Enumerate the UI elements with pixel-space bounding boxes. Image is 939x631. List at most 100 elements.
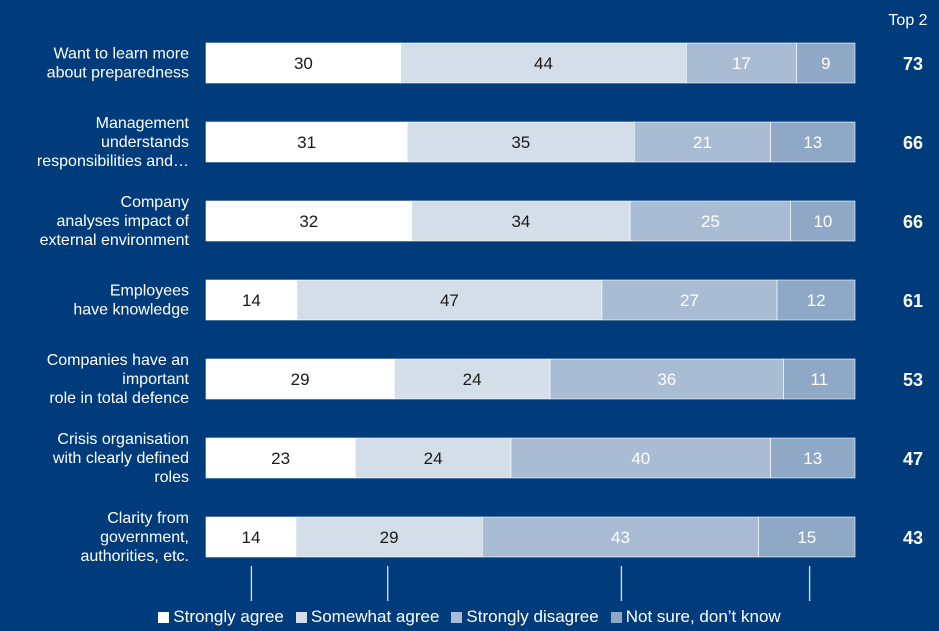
top2-value: 61 [903,291,923,311]
bar-segment-strongly-agree [205,279,298,321]
top2-value: 43 [903,528,923,548]
category-label-line: external environment [40,232,190,249]
bar-value-label: 30 [294,54,313,73]
category-label-line: Crisis organisation [57,431,189,448]
bar-value-label: 24 [463,370,482,389]
bar-segment-strongly-agree [205,121,408,163]
bar-value-label: 35 [511,133,530,152]
category-label: Clarity from government, authorities, etc. [81,510,190,565]
bar-value-label: 10 [813,212,832,231]
bar-segment-strongly-disagree [481,516,759,558]
bar-segment-not-sure-don-t-know [790,200,856,242]
legend-label: Not sure, don’t know [625,607,781,626]
bar-segment-strongly-disagree [601,279,778,321]
category-label-line: about preparedness [47,65,189,82]
bar-segment-strongly-agree [205,516,297,558]
category-label-line: Employees [110,283,189,300]
legend-swatch-somewhat-agree [295,611,307,623]
bar-value-label: 29 [380,528,399,547]
legend-label: Strongly disagree [466,607,599,626]
bar-value-label: 40 [631,449,650,468]
bar-value-label: 31 [297,133,316,152]
category-label-line: Companies have an [47,352,189,369]
bar-value-label: 34 [511,212,530,231]
bar-value-label: 11 [810,370,828,389]
legend-swatch-not-sure [610,611,622,623]
category-label-line: Clarity from [107,510,189,527]
bar-value-label: 21 [693,133,712,152]
category-label-line: have knowledge [73,302,189,319]
top2-value: 53 [903,370,923,390]
bar-segment-somewhat-agree [400,42,687,84]
category-label-line: understands [101,134,189,151]
top2-value: 66 [903,133,923,153]
legend-swatch-strongly-agree [158,611,170,623]
bar-value-label: 17 [732,54,751,73]
legend-item-strongly-agree: Strongly agree [158,607,284,627]
bars-group: 30 44 17 9 31 35 21 13 32 34 25 10 14 47 27 12 29 24 36 11 2… [205,42,856,558]
bar-segment-strongly-agree [205,42,401,84]
bar-value-label: 14 [242,528,261,547]
category-label: Companies have an important role in total … [47,352,190,407]
legend-label: Strongly agree [173,607,284,626]
category-label: Employees have knowledge [73,283,189,319]
category-label-line: role in total defence [49,390,189,407]
bar-segment-strongly-agree [205,200,412,242]
top2-header: Top 2 [888,12,927,29]
top2-value: 47 [903,449,923,469]
bar-segment-strongly-disagree [633,121,771,163]
category-label-line: authorities, etc. [81,548,190,565]
bar-segment-strongly-disagree [685,42,797,84]
category-label-line: Company [121,194,189,211]
bar-segment-somewhat-agree [393,358,551,400]
category-label-line: with clearly defined [52,450,189,467]
bar-segment-strongly-disagree [510,437,771,479]
bar-value-label: 13 [803,133,822,152]
bar-segment-not-sure-don-t-know [776,279,856,321]
bar-value-label: 25 [701,212,720,231]
legend-item-somewhat-agree: Somewhat agree [295,607,440,627]
bar-value-label: 43 [611,528,630,547]
legend: Strongly agree Somewhat agree Strongly d… [0,607,939,627]
category-label-line: roles [154,469,189,486]
marker-lines-group [250,566,811,601]
bar-value-label: 15 [797,528,816,547]
bar-segment-strongly-disagree [549,358,784,400]
bar-segment-not-sure-don-t-know [796,42,856,84]
bar-value-label: 24 [424,449,443,468]
bar-segment-somewhat-agree [411,200,631,242]
legend-label: Somewhat agree [310,607,440,626]
bar-value-label: 32 [299,212,318,231]
category-label-line: Want to learn more [54,46,190,63]
bar-value-label: 13 [803,449,822,468]
bar-segment-somewhat-agree [354,437,512,479]
category-label-line: important [122,371,189,388]
bar-value-label: 47 [440,291,459,310]
category-label-line: analyses impact of [56,213,189,230]
bar-segment-strongly-agree [205,358,395,400]
bar-value-label: 23 [271,449,290,468]
bar-value-label: 12 [807,291,826,310]
top2-value: 73 [903,54,923,74]
category-label-line: government, [100,529,189,546]
legend-item-not-sure: Not sure, don’t know [610,607,781,627]
bar-value-label: 36 [657,370,676,389]
bar-segment-strongly-agree [205,437,356,479]
bar-segment-not-sure-don-t-know [758,516,856,558]
legend-swatch-strongly-disagree [451,611,463,623]
bar-value-label: 14 [242,291,261,310]
bar-segment-not-sure-don-t-know [770,437,856,479]
top2-value: 66 [903,212,923,232]
bar-value-label: 44 [534,54,553,73]
bar-value-label: 29 [291,370,310,389]
category-label-line: responsibilities and… [37,153,189,170]
bar-segment-not-sure-don-t-know [783,358,856,400]
bar-segment-somewhat-agree [406,121,635,163]
category-label: Crisis organisation with clearly defined r… [52,431,189,486]
bar-segment-not-sure-don-t-know [770,121,856,163]
category-label: Company analyses impact of external enviro… [40,194,190,249]
legend-item-strongly-disagree: Strongly disagree [451,607,599,627]
category-labels-group: Want to learn more about preparedness Mana… [37,46,190,566]
bar-value-label: 9 [821,54,830,73]
